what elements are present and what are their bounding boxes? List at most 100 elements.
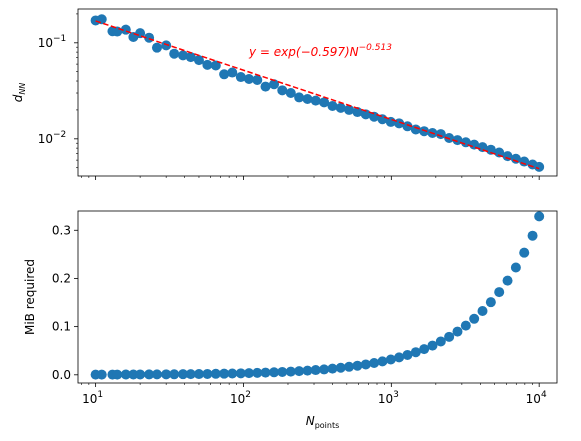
dnn-data-point (161, 40, 172, 51)
memory-data-point (310, 365, 321, 376)
memory-data-point (151, 369, 162, 380)
dnn-data-point (227, 67, 238, 78)
memory-data-point (302, 365, 313, 376)
dnn-data-point (178, 50, 189, 61)
memory-data-point (485, 297, 496, 308)
memory-data-point (327, 363, 338, 374)
bottom-y-tick-label: 0.1 (52, 320, 71, 334)
memory-data-point (144, 369, 155, 380)
dnn-data-point (352, 107, 363, 118)
memory-data-point (519, 247, 530, 258)
dnn-data-point (410, 124, 421, 135)
dnn-data-point (169, 48, 180, 59)
dnn-data-point (151, 42, 162, 53)
bottom-y-axis-label: MiB required (23, 259, 37, 335)
memory-data-point (534, 211, 545, 222)
dnn-data-point (327, 100, 338, 111)
dnn-data-point (112, 26, 123, 37)
memory-data-point (277, 366, 288, 377)
dnn-data-point (302, 93, 313, 104)
memory-data-point (419, 344, 430, 355)
fit-line (95, 20, 540, 170)
dnn-data-point (319, 97, 330, 108)
memory-data-point (460, 320, 471, 331)
dnn-data-point (285, 88, 296, 99)
bottom-y-tick-label: 0.0 (52, 368, 71, 382)
dnn-data-point (534, 161, 545, 172)
memory-data-point (352, 360, 363, 371)
memory-data-point (319, 364, 330, 375)
memory-data-point (410, 347, 421, 358)
dnn-data-point (219, 69, 230, 80)
dnn-data-point (260, 81, 271, 92)
memory-data-point (96, 369, 107, 380)
top-axes-ticks: 10−2 10−1 (38, 13, 540, 180)
memory-data-point (235, 368, 246, 379)
top-y-tick-label: 10−1 (38, 34, 67, 50)
dnn-data-point (96, 14, 107, 25)
dnn-data-point (344, 104, 355, 115)
bottom-x-tick-label: 103 (378, 390, 399, 406)
bottom-axes-ticks: 101 102 103 104 0.0 0.1 0.2 0.3 (52, 223, 547, 406)
memory-data-point (344, 361, 355, 372)
bottom-x-tick-label: 101 (82, 390, 103, 406)
fit-equation-annotation: y = exp(−0.597)N−0.513 (248, 43, 392, 59)
dnn-data-point (193, 55, 204, 66)
dnn-data-point (202, 59, 213, 70)
memory-data-point (502, 275, 513, 286)
dnn-data-point (277, 85, 288, 96)
memory-data-point (252, 367, 263, 378)
top-y-axis-label: dNN (11, 83, 27, 103)
dnn-data-point (269, 79, 280, 90)
memory-data-point (185, 369, 196, 380)
dnn-data-point (335, 102, 346, 113)
memory-data-point (269, 367, 280, 378)
memory-data-point (427, 340, 438, 351)
bottom-y-tick-label: 0.2 (52, 271, 71, 285)
top-y-tick-label: 10−2 (38, 130, 67, 146)
memory-data-point (260, 367, 271, 378)
memory-data-point (285, 366, 296, 377)
dnn-data-point (185, 52, 196, 63)
memory-data-point (477, 306, 488, 317)
top-axes-dnn: 10−2 10−1 dNN y = exp(−0.597)N−0.513 (11, 8, 558, 180)
memory-data-point (193, 369, 204, 380)
dnn-data-point (294, 92, 305, 103)
memory-data-point (435, 336, 446, 347)
memory-data-point (469, 313, 480, 324)
dnn-data-point (244, 73, 255, 84)
memory-data-point (227, 368, 238, 379)
bottom-x-tick-label: 104 (526, 390, 547, 406)
bottom-x-tick-label: 102 (230, 390, 251, 406)
memory-data-point (135, 369, 146, 380)
dnn-data-point (235, 72, 246, 83)
memory-data-point (510, 262, 521, 273)
bottom-axes-frame (77, 210, 558, 384)
memory-data-point (402, 349, 413, 360)
dnn-data-point (210, 60, 221, 71)
memory-data-point (219, 368, 230, 379)
dnn-data-point (419, 126, 430, 137)
memory-data-point (178, 369, 189, 380)
memory-data-point (494, 287, 505, 298)
memory-data-point (294, 366, 305, 377)
memory-data-point (169, 369, 180, 380)
bottom-x-axis-label: Npoints (306, 414, 340, 430)
memory-data-point (244, 368, 255, 379)
memory-data-point (202, 368, 213, 379)
dnn-data-point (310, 95, 321, 106)
bottom-axes-marks (90, 211, 545, 380)
memory-data-point (369, 358, 380, 369)
bottom-y-tick-label: 0.3 (52, 223, 71, 237)
memory-data-point (377, 356, 388, 367)
dnn-data-point (402, 121, 413, 132)
memory-data-point (161, 369, 172, 380)
memory-data-point (444, 331, 455, 342)
memory-data-point (394, 352, 405, 363)
memory-data-point (210, 368, 221, 379)
memory-data-point (527, 230, 538, 241)
top-axes-marks (90, 14, 545, 172)
dnn-data-point (252, 74, 263, 85)
dnn-data-point (485, 144, 496, 155)
